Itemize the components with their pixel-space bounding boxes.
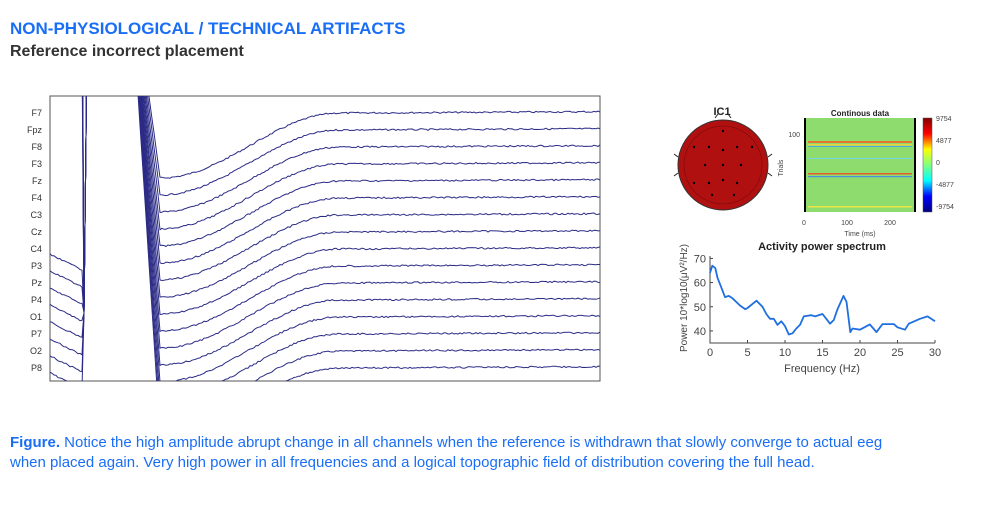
- heatmap-band: [808, 146, 912, 147]
- heatmap-band: [808, 173, 912, 175]
- electrode-dot: [732, 193, 736, 197]
- electrode-dot: [721, 129, 725, 133]
- eeg-trace-pz: [50, 96, 600, 349]
- channel-label-f4: F4: [31, 193, 42, 203]
- page-title: NON-PHYSIOLOGICAL / TECHNICAL ARTIFACTS: [10, 19, 406, 38]
- channel-label-f8: F8: [31, 142, 42, 152]
- colorbar-tick: -4877: [936, 182, 954, 189]
- channel-label-f7: F7: [31, 108, 42, 118]
- eeg-trace-o2: [50, 96, 600, 381]
- spectrum-ytick: 40: [694, 326, 706, 338]
- channel-label-p8: P8: [31, 363, 42, 373]
- eeg-trace-f3: [82, 96, 600, 313]
- spectrum-xtick: 15: [816, 347, 828, 359]
- electrode-dot: [710, 193, 714, 197]
- channel-label-p7: P7: [31, 329, 42, 339]
- topomap-title: IC1: [713, 106, 730, 118]
- power-spectrum-chart: 0 5 10 15 20 25 30 40 50 60 70: [694, 253, 941, 359]
- electrode-dot: [692, 145, 696, 149]
- contour-line: [683, 125, 763, 205]
- channel-label-fpz: Fpz: [27, 125, 43, 135]
- channel-label-c4: C4: [30, 244, 42, 254]
- spectrum-ylabel: Power 10*log10(μV²/Hz): [679, 244, 690, 352]
- spectrum-ytick: 50: [694, 302, 706, 314]
- electrode-dot: [750, 145, 754, 149]
- heatmap-ytick: 100: [788, 132, 800, 139]
- eeg-plot-frame: [49, 95, 601, 382]
- spectrum-ytick: 70: [694, 253, 706, 265]
- spectrum-xtick: 20: [854, 347, 866, 359]
- figure-caption: Figure. Notice the high amplitude abrupt…: [10, 433, 910, 473]
- heatmap-right-bar: [914, 118, 916, 212]
- electrode-dot: [707, 145, 711, 149]
- heatmap-xtick: 0: [802, 220, 806, 227]
- eeg-trace-f7: [82, 96, 600, 313]
- electrode-dot: [721, 163, 725, 167]
- heatmap-band: [808, 144, 912, 146]
- spectrum-line: [709, 264, 936, 336]
- eeg-trace-f4: [82, 96, 600, 313]
- eeg-trace-p8: [50, 96, 600, 381]
- electrode-dot: [703, 163, 707, 167]
- channel-label-c3: C3: [30, 210, 42, 220]
- caption-text: Notice the high amplitude abrupt change …: [10, 434, 883, 471]
- electrode-dot: [707, 181, 711, 185]
- heatmap-title: Continous data: [831, 109, 890, 118]
- spectrum-ytick: 60: [694, 278, 706, 290]
- eeg-trace-c4: [50, 96, 600, 315]
- channel-label-pz: Pz: [31, 278, 42, 288]
- heatmap-band: [808, 141, 912, 143]
- heatmap-xtick: 100: [841, 220, 853, 227]
- colorbar-tick: 9754: [936, 116, 952, 123]
- channel-label-o2: O2: [30, 346, 42, 356]
- channel-label-f3: F3: [31, 159, 42, 169]
- spectrum-xtick: 5: [744, 347, 750, 359]
- eeg-trace-p3: [50, 96, 600, 333]
- page-subtitle: Reference incorrect placement: [10, 43, 244, 60]
- continuous-data-heatmap: 100 0 100 200 9754 4877 0 -4877 -9754: [788, 116, 954, 227]
- spectrum-title: Activity power spectrum: [758, 241, 886, 253]
- electrode-dot: [692, 181, 696, 185]
- heatmap-xtick: 200: [884, 220, 896, 227]
- heatmap-band: [808, 206, 912, 208]
- spectrum-xtick: 25: [891, 347, 903, 359]
- heatmap-bg: [804, 118, 916, 212]
- colorbar-tick: -9754: [936, 204, 954, 211]
- eeg-trace-cz: [81, 96, 600, 313]
- colorbar: [922, 117, 933, 213]
- heatmap-xlabel: Time (ms): [844, 231, 875, 238]
- channel-label-fz: Fz: [32, 176, 42, 186]
- eeg-trace-c3: [81, 96, 600, 313]
- colorbar-tick: 0: [936, 160, 940, 167]
- electrode-dot: [721, 148, 725, 152]
- channel-label-p4: P4: [31, 295, 42, 305]
- heatmap-band: [808, 158, 912, 159]
- heatmap-band: [808, 176, 912, 178]
- colorbar-tick: 4877: [936, 138, 952, 145]
- spectrum-xtick: 30: [929, 347, 941, 359]
- nose-mark: [714, 113, 732, 119]
- eeg-trace-f8: [82, 96, 600, 314]
- caption-lead: Figure.: [10, 434, 61, 451]
- electrode-dot: [735, 145, 739, 149]
- channel-label-o1: O1: [30, 312, 42, 322]
- spectrum-xtick: 0: [707, 347, 713, 359]
- channel-label-cz: Cz: [31, 227, 42, 237]
- eeg-traces-plot: F7 Fpz F8 F3 Fz F4 C3 Cz C4 P3 Pz P4 O1 P7 O2 P8: [27, 95, 601, 382]
- channel-label-p3: P3: [31, 261, 42, 271]
- eeg-trace-fz: [82, 96, 600, 314]
- spectrum-xlabel: Frequency (Hz): [784, 363, 860, 375]
- ear-marks: [673, 153, 773, 177]
- eeg-trace-group: [50, 96, 600, 381]
- heatmap-ylabel: Trials: [778, 159, 785, 176]
- eeg-trace-fpz: [82, 96, 600, 314]
- electrode-dot: [721, 178, 725, 182]
- electrode-dot: [735, 181, 739, 185]
- heatmap-left-bar: [804, 118, 806, 212]
- ic1-topomap: [673, 113, 773, 211]
- spectrum-axes: [709, 256, 935, 344]
- spectrum-xtick: 10: [779, 347, 791, 359]
- electrode-dot: [739, 163, 743, 167]
